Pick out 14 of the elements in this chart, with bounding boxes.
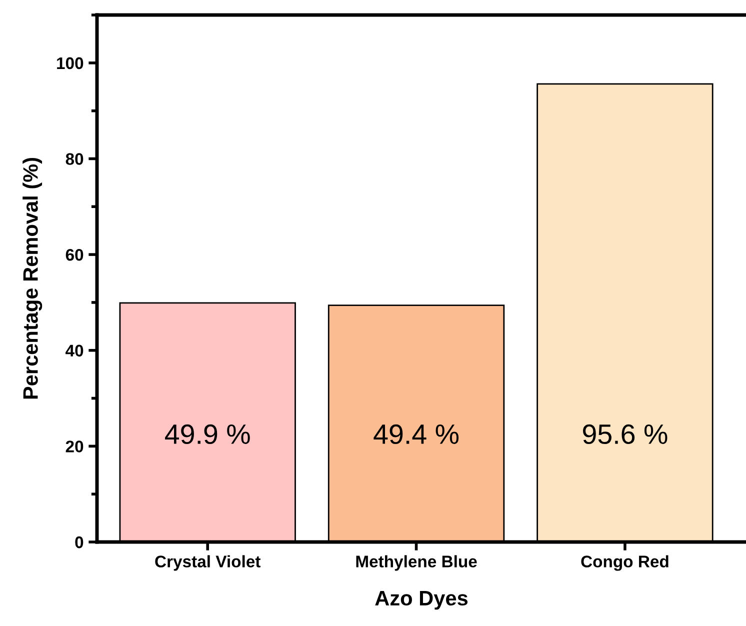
x-tick-label: Methylene Blue xyxy=(356,555,477,571)
data-label: 49.9 % xyxy=(165,424,250,444)
y-tick-label: 0 xyxy=(75,536,84,548)
y-tick-label: 60 xyxy=(66,248,84,261)
data-label: 95.6 % xyxy=(583,424,668,444)
y-axis-title: Percentage Removal (%) xyxy=(22,158,42,399)
y-tick-label: 20 xyxy=(66,440,84,452)
y-tick-label: 40 xyxy=(66,344,84,357)
x-tick-label: Congo Red xyxy=(581,555,668,571)
x-tick-label: Crystal Violet xyxy=(155,555,261,571)
y-tick-label: 100 xyxy=(57,57,84,70)
y-tick-label: 80 xyxy=(66,153,84,165)
x-axis-title: Azo Dyes xyxy=(375,591,468,610)
data-label: 49.4 % xyxy=(374,424,459,444)
